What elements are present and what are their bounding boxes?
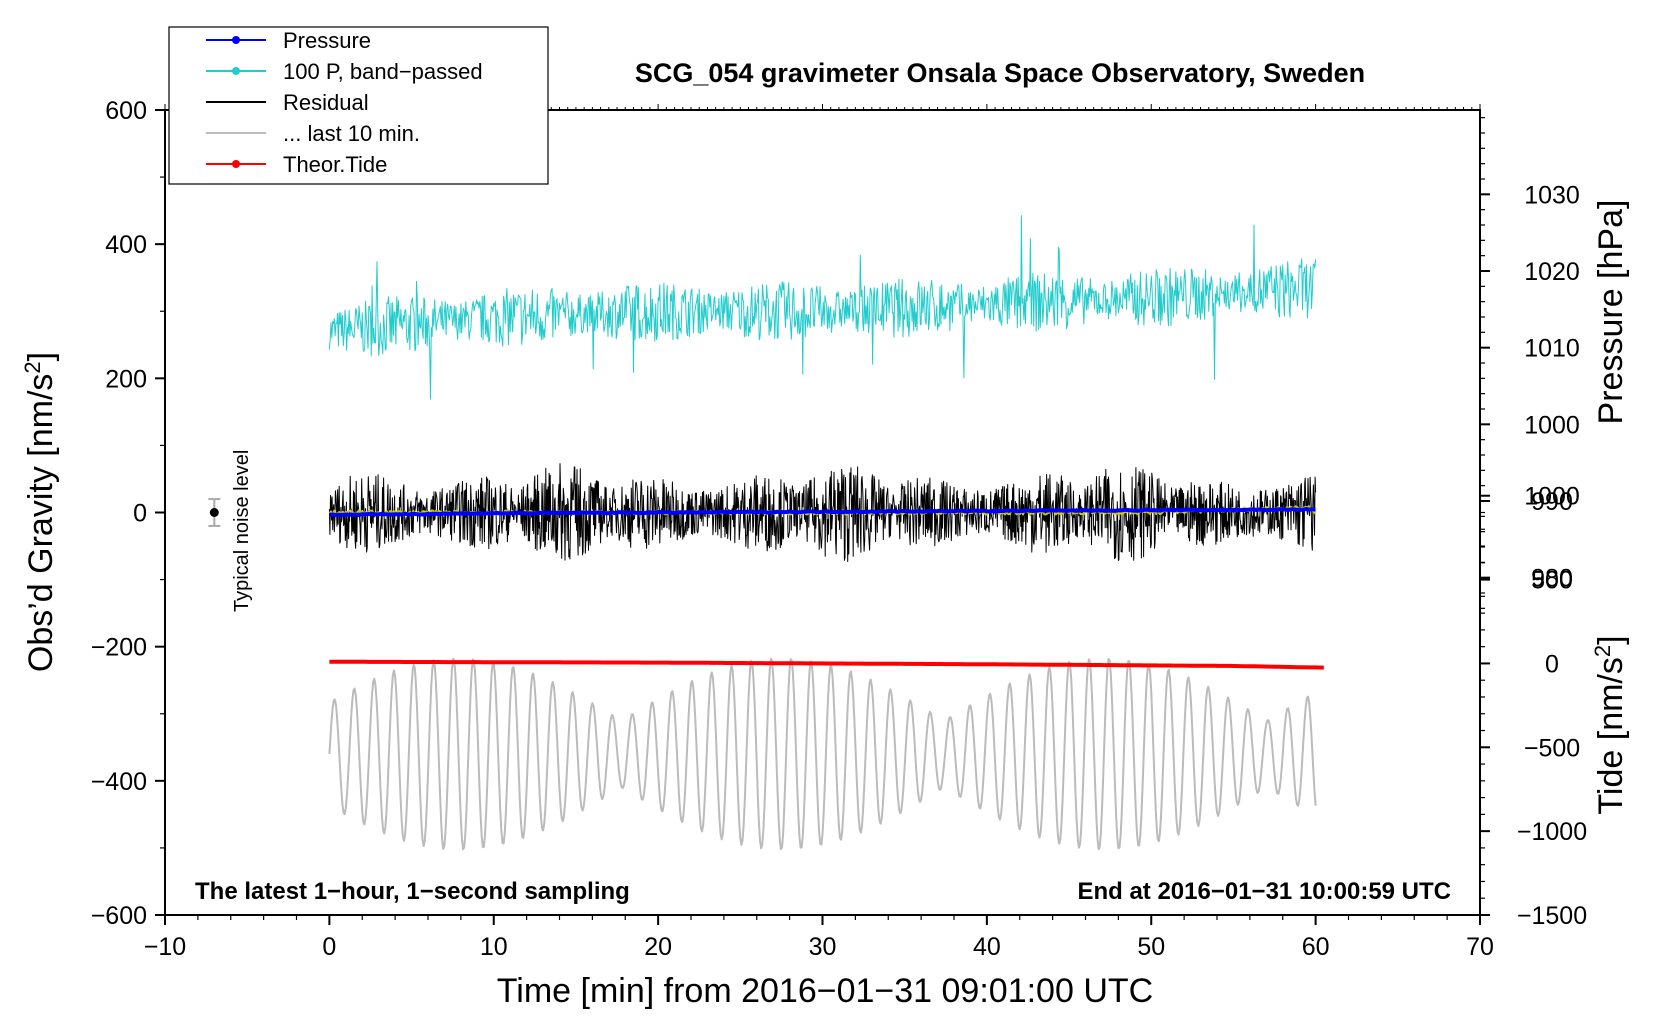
- x-tick-label: 50: [1137, 933, 1165, 961]
- tide-tick-label: 0: [1545, 650, 1559, 678]
- tide-axis-title-sup: 2: [1590, 645, 1615, 657]
- legend-label: 100 P, band−passed: [283, 59, 483, 84]
- legend-label: Theor.Tide: [283, 152, 387, 177]
- sampling-annotation: The latest 1−hour, 1−second sampling: [195, 878, 630, 905]
- series-pressure: [329, 507, 1316, 518]
- tide-tick-label: 1000: [1524, 483, 1580, 511]
- noise-point: [209, 508, 219, 517]
- gravity-axis-title-close: ]: [22, 352, 60, 361]
- pressure-tick-label: 1020: [1524, 258, 1580, 286]
- series-layer: [328, 215, 1324, 851]
- series-theoretical-tide: [329, 659, 1324, 670]
- tide-tick-label: −1000: [1517, 818, 1587, 846]
- x-axis-ticks: −10 0 10 20 30 40 50 60 70: [144, 915, 1494, 961]
- tide-axis-title-main: Tide [nm/s: [1592, 657, 1630, 814]
- pressure-tick-label: 1000: [1524, 411, 1580, 439]
- gravity-tick-label: −200: [91, 634, 147, 662]
- legend-label: ... last 10 min.: [283, 121, 420, 146]
- tide-tick-label: −500: [1524, 734, 1580, 762]
- tide-tick-label: 500: [1531, 567, 1573, 595]
- x-tick-label: 0: [322, 933, 336, 961]
- gravity-tick-label: 600: [105, 97, 147, 125]
- pressure-tick-label: 990: [1531, 488, 1573, 516]
- x-tick-label: −10: [144, 933, 186, 961]
- x-tick-label: 10: [480, 933, 508, 961]
- tide-tick-label: −1500: [1517, 902, 1587, 930]
- tide-axis-title: Tide [nm/s2]: [1590, 635, 1630, 814]
- series-residual: [328, 463, 1317, 562]
- x-tick-label: 70: [1466, 933, 1494, 961]
- pressure-tick-label: 1010: [1524, 335, 1580, 363]
- chart-title: SCG_054 gravimeter Onsala Space Observat…: [635, 58, 1365, 88]
- end-time-annotation: End at 2016−01−31 10:00:59 UTC: [1077, 878, 1451, 905]
- gravity-tick-label: −600: [91, 902, 147, 930]
- legend-marker: [232, 160, 240, 168]
- legend-label: Residual: [283, 90, 369, 115]
- gravity-tick-label: −400: [91, 768, 147, 796]
- gravity-tick-label: 0: [133, 500, 147, 528]
- legend-box: [168, 26, 549, 185]
- pressure-tick-label: 980: [1531, 565, 1573, 593]
- tide-axis-title-close: ]: [1592, 635, 1630, 644]
- pressure-axis-title: Pressure [hPa]: [1592, 200, 1630, 425]
- x-tick-label: 40: [973, 933, 1001, 961]
- legend-label: Pressure: [283, 28, 371, 53]
- noise-level-label: Typical noise level: [231, 450, 253, 612]
- series-pressure-bandpassed: [328, 215, 1317, 400]
- tide-axis-ticks: −1500 −1000 −500 0 500 1000: [1480, 483, 1587, 930]
- gravity-axis-title: Obs’d Gravity [nm/s2]: [20, 352, 60, 672]
- pressure-tick-label: 1030: [1524, 181, 1580, 209]
- gravity-axis-title-sup: 2: [20, 361, 45, 373]
- x-tick-label: 60: [1302, 933, 1330, 961]
- gravity-tick-label: 400: [105, 231, 147, 259]
- gravity-tick-label: 200: [105, 365, 147, 393]
- x-axis-title: Time [min] from 2016−01−31 09:01:00 UTC: [497, 972, 1153, 1010]
- gravity-axis-ticks: −600 −400 −200 0 200 400 600: [91, 97, 165, 930]
- x-tick-label: 30: [809, 933, 837, 961]
- legend-marker: [232, 67, 240, 75]
- x-tick-label: 20: [644, 933, 672, 961]
- legend-marker: [232, 36, 240, 44]
- series-last-10-min: [328, 657, 1317, 851]
- gravity-axis-title-main: Obs’d Gravity [nm/s: [22, 374, 60, 673]
- legend: Pressure 100 P, band−passed Residual ... la…: [168, 26, 549, 185]
- noise-level-marker: [208, 498, 221, 527]
